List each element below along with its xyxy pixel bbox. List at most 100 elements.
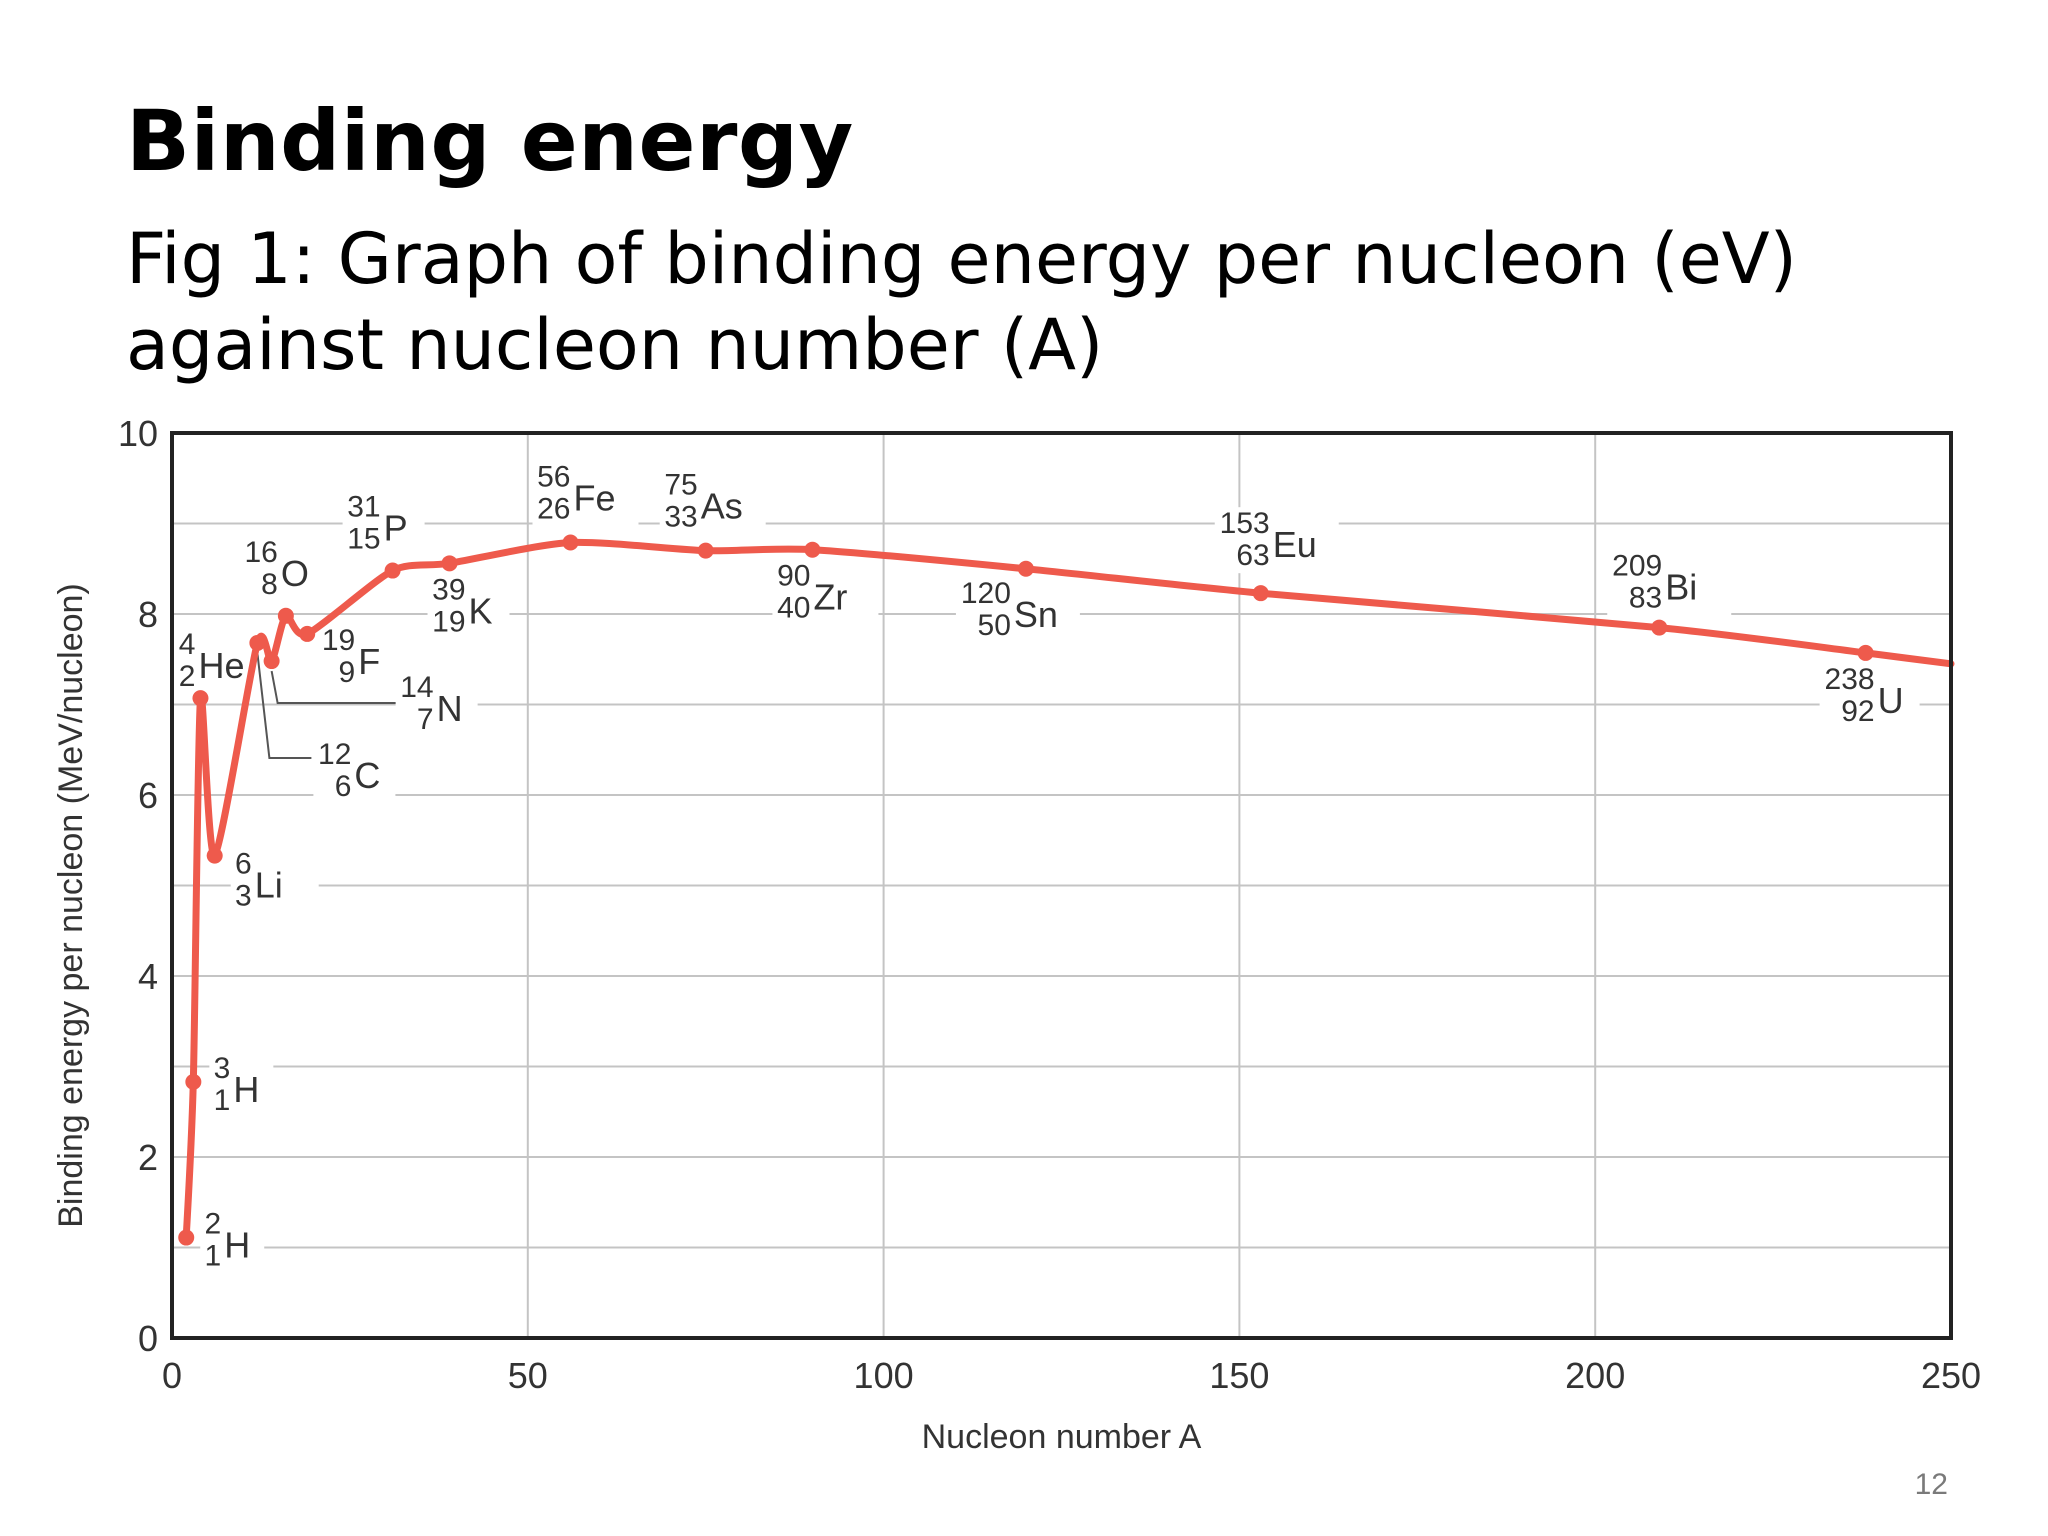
x-tick-label: 250 — [1921, 1355, 1981, 1396]
isotope-mass-number: 14 — [400, 671, 433, 704]
isotope-label: 199 F — [317, 623, 400, 690]
isotope-label-bg — [1214, 507, 1339, 574]
data-point — [1252, 585, 1269, 602]
isotope-symbol: P — [384, 508, 408, 549]
isotope-mass-number: 2 — [205, 1208, 222, 1241]
y-axis-label: Binding energy per nucleon (MeV/nucleon) — [52, 583, 90, 1228]
isotope-mass-number: 120 — [961, 577, 1011, 610]
isotope-atomic-number: 50 — [978, 609, 1011, 642]
isotope-mass-number: 39 — [432, 573, 465, 606]
isotope-atomic-number: 1 — [205, 1240, 222, 1273]
isotope-symbol: Li — [255, 865, 283, 906]
data-point — [1651, 619, 1668, 636]
y-tick-label: 2 — [138, 1137, 158, 1178]
isotope-label-bg — [239, 535, 322, 602]
isotope-atomic-number: 83 — [1629, 582, 1662, 615]
x-tick-label: 150 — [1209, 1355, 1269, 1396]
isotope-mass-number: 19 — [322, 624, 355, 657]
isotope-label: 147 N — [395, 671, 478, 738]
data-point — [804, 541, 821, 558]
binding-energy-series — [178, 534, 1955, 1246]
isotope-label-bg — [230, 847, 319, 914]
isotope-mass-number: 90 — [777, 560, 810, 593]
isotope-symbol: K — [469, 590, 493, 631]
leader-line — [270, 670, 396, 705]
isotope-symbol: Zr — [813, 577, 847, 618]
slide-title: Binding energy — [126, 92, 854, 190]
isotope-mass-number: 16 — [244, 536, 277, 569]
isotope-label-bg — [1819, 662, 1920, 729]
y-tick-label: 10 — [118, 413, 158, 454]
chart-grid — [172, 433, 1951, 1338]
data-point — [697, 542, 714, 559]
isotope-label-bg — [955, 576, 1080, 643]
y-tick-label: 0 — [138, 1318, 158, 1359]
isotope-label-bg — [395, 671, 478, 738]
isotope-symbol: C — [354, 755, 380, 796]
x-axis-label: Nucleon number A — [922, 1418, 1202, 1456]
isotope-atomic-number: 40 — [777, 592, 810, 625]
isotope-label: 31 H — [209, 1051, 274, 1118]
data-point — [192, 690, 209, 707]
isotope-symbol: O — [281, 553, 309, 594]
isotope-label-bg — [342, 490, 425, 557]
isotope-symbol: Bi — [1665, 567, 1697, 608]
isotope-symbol: Eu — [1273, 524, 1317, 565]
data-point — [178, 1229, 195, 1246]
isotope-atomic-number: 1 — [214, 1084, 231, 1117]
isotope-atomic-number: 15 — [347, 523, 380, 556]
data-point — [263, 653, 280, 670]
isotope-label: 63 Li — [230, 847, 319, 914]
x-tick-label: 100 — [854, 1355, 914, 1396]
isotope-label: 126 C — [313, 737, 396, 804]
isotope-mass-number: 56 — [537, 461, 570, 494]
isotope-atomic-number: 6 — [335, 770, 352, 803]
isotope-label-bg — [313, 737, 396, 804]
isotope-atomic-number: 7 — [417, 703, 434, 736]
isotope-mass-number: 4 — [179, 628, 196, 661]
isotope-symbol: He — [198, 645, 244, 686]
data-point — [277, 607, 294, 624]
isotope-symbol: U — [1878, 680, 1904, 721]
isotope-label: 21 H — [200, 1207, 265, 1274]
isotope-mass-number: 12 — [318, 738, 351, 771]
data-point — [562, 534, 579, 551]
isotope-symbol: Fe — [573, 478, 615, 519]
isotope-mass-number: 209 — [1612, 550, 1662, 583]
data-point — [1857, 644, 1874, 661]
data-point — [185, 1073, 202, 1090]
isotope-atomic-number: 8 — [261, 568, 278, 601]
isotope-atomic-number: 9 — [339, 656, 356, 689]
x-tick-label: 200 — [1565, 1355, 1625, 1396]
isotope-mass-number: 75 — [664, 469, 697, 502]
isotope-atomic-number: 26 — [537, 493, 570, 526]
isotope-label-bg — [209, 1051, 274, 1118]
isotope-atomic-number: 33 — [664, 501, 697, 534]
isotope-label-bg — [659, 468, 766, 535]
isotope-atomic-number: 19 — [432, 605, 465, 638]
data-point — [299, 625, 316, 642]
isotope-label-bg — [772, 559, 879, 626]
isotope-symbol: N — [437, 688, 463, 729]
isotope-mass-number: 6 — [235, 848, 252, 881]
leader-line — [256, 652, 312, 759]
isotope-symbol: As — [701, 486, 743, 527]
data-point — [1017, 560, 1034, 577]
binding-energy-line — [182, 538, 1955, 1241]
isotope-label: 168 O — [239, 535, 322, 602]
isotope-label-bg — [532, 460, 639, 527]
isotope-symbol: Sn — [1014, 594, 1058, 635]
isotope-label-bg — [427, 573, 510, 640]
data-point — [249, 634, 266, 651]
